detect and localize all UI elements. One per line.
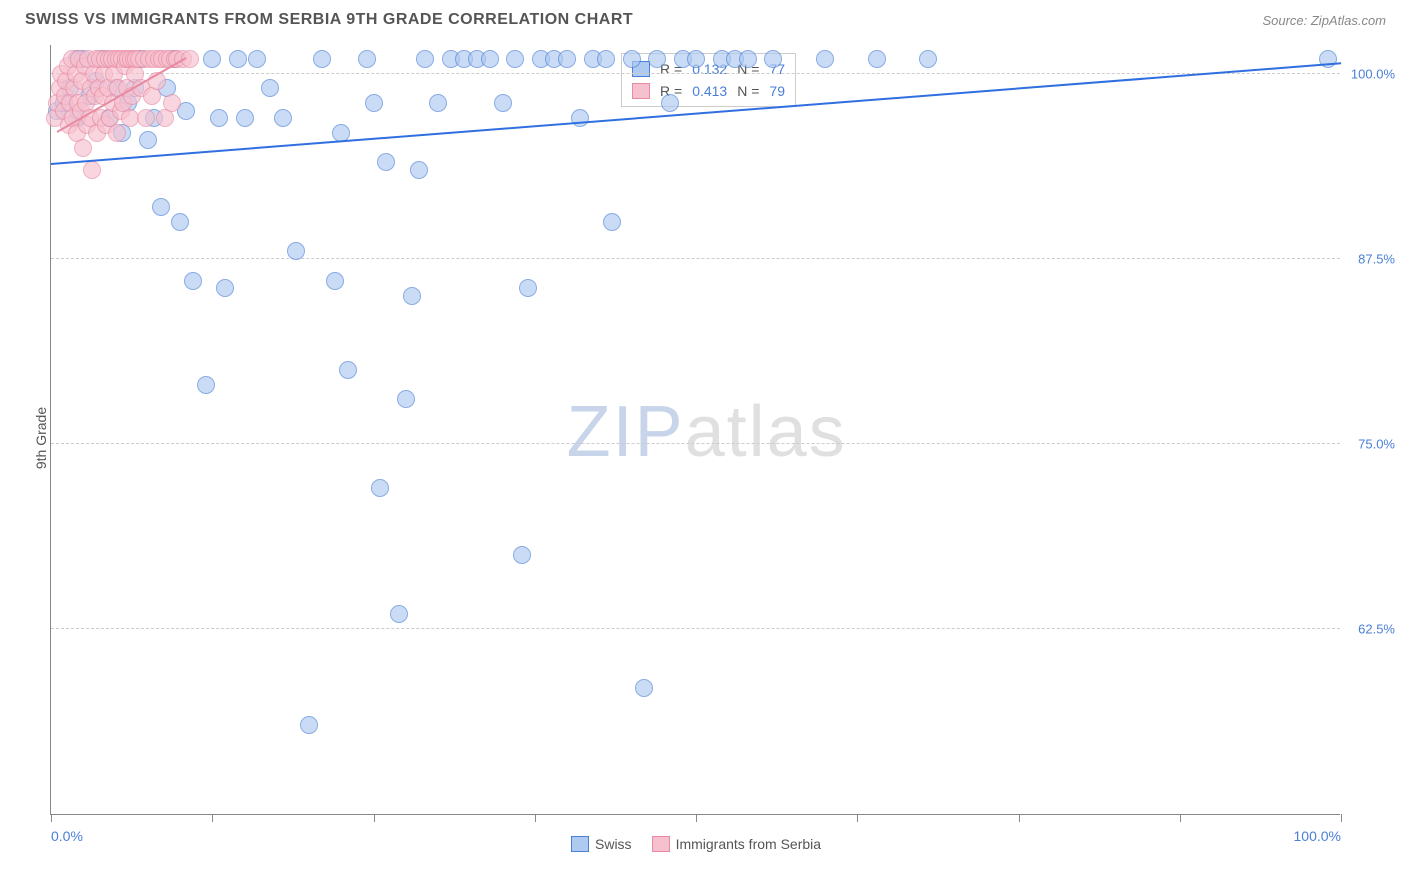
x-tick	[51, 814, 52, 822]
scatter-point-serbia	[121, 109, 139, 127]
scatter-point-swiss	[519, 279, 537, 297]
scatter-point-serbia	[83, 161, 101, 179]
scatter-point-serbia	[163, 94, 181, 112]
y-axis-title: 9th Grade	[33, 407, 49, 469]
scatter-point-swiss	[300, 716, 318, 734]
scatter-point-swiss	[403, 287, 421, 305]
x-tick-label: 0.0%	[51, 828, 83, 844]
y-tick-label: 87.5%	[1358, 251, 1395, 266]
x-tick	[535, 814, 536, 822]
scatter-point-swiss	[635, 679, 653, 697]
scatter-point-swiss	[764, 50, 782, 68]
legend-n-value: 79	[769, 80, 785, 102]
scatter-point-swiss	[558, 50, 576, 68]
scatter-point-swiss	[236, 109, 254, 127]
scatter-point-swiss	[210, 109, 228, 127]
x-tick	[374, 814, 375, 822]
legend-series-item: Swiss	[571, 836, 632, 852]
scatter-point-swiss	[739, 50, 757, 68]
scatter-point-swiss	[248, 50, 266, 68]
scatter-point-swiss	[816, 50, 834, 68]
legend-series-item: Immigrants from Serbia	[652, 836, 821, 852]
scatter-point-swiss	[371, 479, 389, 497]
x-tick	[1019, 814, 1020, 822]
x-tick	[1180, 814, 1181, 822]
scatter-point-serbia	[74, 139, 92, 157]
scatter-point-swiss	[597, 50, 615, 68]
scatter-point-swiss	[139, 131, 157, 149]
scatter-point-swiss	[481, 50, 499, 68]
scatter-point-swiss	[429, 94, 447, 112]
scatter-point-swiss	[152, 198, 170, 216]
scatter-point-swiss	[919, 50, 937, 68]
chart-container: SWISS VS IMMIGRANTS FROM SERBIA 9TH GRAD…	[0, 0, 1406, 892]
plot-area: ZIPatlas R =0.132N =77R =0.413N =79 Swis…	[50, 45, 1340, 815]
scatter-point-swiss	[623, 50, 641, 68]
legend-series-label: Swiss	[595, 836, 632, 852]
x-tick-label: 100.0%	[1294, 828, 1341, 844]
legend-swatch	[571, 836, 589, 852]
scatter-point-swiss	[416, 50, 434, 68]
scatter-point-swiss	[365, 94, 383, 112]
scatter-point-swiss	[513, 546, 531, 564]
legend-n-label: N =	[737, 80, 759, 102]
scatter-point-swiss	[648, 50, 666, 68]
x-tick	[212, 814, 213, 822]
scatter-point-swiss	[571, 109, 589, 127]
scatter-point-swiss	[390, 605, 408, 623]
scatter-point-swiss	[171, 213, 189, 231]
scatter-point-swiss	[287, 242, 305, 260]
scatter-point-swiss	[868, 50, 886, 68]
scatter-point-swiss	[184, 272, 202, 290]
scatter-point-swiss	[358, 50, 376, 68]
gridline-h	[51, 443, 1340, 444]
chart-header: SWISS VS IMMIGRANTS FROM SERBIA 9TH GRAD…	[0, 0, 1406, 40]
scatter-point-swiss	[377, 153, 395, 171]
legend-correlation-row: R =0.413N =79	[632, 80, 785, 102]
gridline-h	[51, 258, 1340, 259]
scatter-point-swiss	[603, 213, 621, 231]
watermark-right: atlas	[685, 392, 847, 472]
y-tick-label: 75.0%	[1358, 436, 1395, 451]
scatter-point-swiss	[216, 279, 234, 297]
scatter-point-swiss	[397, 390, 415, 408]
x-tick	[1341, 814, 1342, 822]
scatter-point-serbia	[137, 109, 155, 127]
scatter-point-swiss	[261, 79, 279, 97]
gridline-h	[51, 628, 1340, 629]
scatter-point-swiss	[203, 50, 221, 68]
legend-swatch	[632, 83, 650, 99]
chart-source: Source: ZipAtlas.com	[1262, 13, 1386, 28]
legend-series: Swiss Immigrants from Serbia	[571, 836, 821, 852]
scatter-point-serbia	[108, 124, 126, 142]
x-tick	[857, 814, 858, 822]
x-tick	[696, 814, 697, 822]
legend-swatch	[652, 836, 670, 852]
scatter-point-swiss	[687, 50, 705, 68]
scatter-point-swiss	[229, 50, 247, 68]
chart-title: SWISS VS IMMIGRANTS FROM SERBIA 9TH GRAD…	[25, 11, 633, 29]
scatter-point-swiss	[506, 50, 524, 68]
y-tick-label: 62.5%	[1358, 621, 1395, 636]
scatter-point-swiss	[410, 161, 428, 179]
y-tick-label: 100.0%	[1351, 66, 1395, 81]
watermark-left: ZIP	[567, 392, 685, 472]
scatter-point-swiss	[339, 361, 357, 379]
scatter-point-swiss	[326, 272, 344, 290]
scatter-point-swiss	[494, 94, 512, 112]
gridline-h	[51, 73, 1340, 74]
scatter-point-swiss	[197, 376, 215, 394]
legend-r-value: 0.413	[692, 80, 727, 102]
scatter-point-swiss	[313, 50, 331, 68]
legend-series-label: Immigrants from Serbia	[676, 836, 821, 852]
scatter-point-swiss	[274, 109, 292, 127]
watermark: ZIPatlas	[567, 391, 847, 473]
scatter-point-swiss	[661, 94, 679, 112]
